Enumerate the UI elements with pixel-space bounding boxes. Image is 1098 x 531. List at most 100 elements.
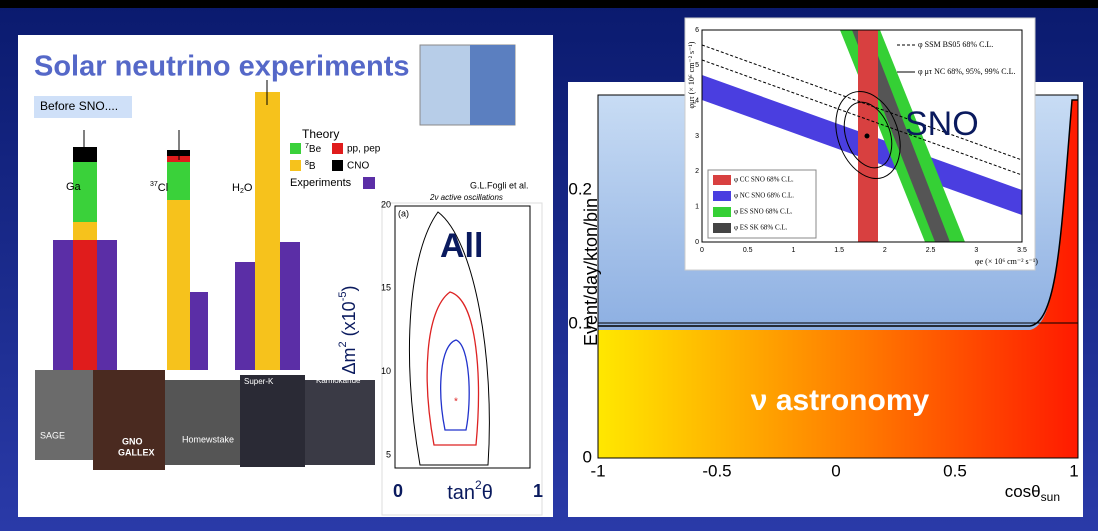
tspan: (x10 [339,301,359,341]
photo-label: Homewstake [182,434,234,444]
page: { "left_panel": { "title": "Solar neutri… [0,0,1098,531]
inset-xtick: 0.5 [743,247,753,254]
credit: G.L.Fogli et al. [470,180,529,190]
x-tick-label: 0 [831,461,840,480]
legend-entry: φ ES SNO 68% C.L. [734,208,793,216]
rect [280,242,300,370]
subtitle: Before SNO.... [40,99,118,113]
slide: Solar neutrino experiments Before SNO...… [0,0,1098,531]
tspan: sun [1041,490,1060,504]
tspan: cosθ [1005,482,1041,501]
inset-xtick: 3.5 [1017,247,1027,254]
inset-xtick: 3 [974,247,978,254]
inset-xlabel: φe (× 10⁶ cm⁻² s⁻¹) [975,257,1038,266]
inset-xtick: 0 [700,247,704,254]
legend-pp: pp, pep [347,144,381,155]
contour-xtick: 0 [393,481,403,501]
legend-entry: φ CC SNO 68% C.L. [734,176,794,184]
tspan: O [244,182,253,194]
tag-all: All [440,227,483,265]
tspan: Cl [158,182,168,194]
inset-ytick: 6 [695,27,699,34]
photo-label: SAGE [40,430,65,440]
inset-line: φ μτ NC 68%, 95%, 99% C.L. [918,67,1015,76]
contour-ytick: 10 [381,366,391,376]
rect [97,240,117,370]
legend-swatch [713,175,731,185]
best-fit: * [454,397,458,408]
x-tick-label: 1 [1069,461,1078,480]
inset-ytick: 0 [695,239,699,246]
panel-label: (a) [398,208,409,218]
rect [255,92,280,370]
rect [35,370,93,460]
inset-xtick: 1 [791,247,795,254]
tspan: H [232,182,240,194]
rect [290,143,301,154]
tspan: Δm [339,347,359,374]
photo-label: GNO [122,436,143,446]
photo-label: Super-K [244,377,274,386]
inset-ytick: 1 [695,204,699,211]
tspan: B [309,161,316,172]
inset-xtick: 2 [883,247,887,254]
y-tick-label: 0.2 [568,179,592,198]
contour-ytick: 5 [386,449,391,459]
rect [53,240,73,370]
rect [305,380,375,465]
tspan: tan [447,482,475,504]
legend-entry: φ ES SK 68% C.L. [734,224,788,232]
legend-cno: CNO [347,161,369,172]
inset-line: φ SSM BS05 68% C.L. [918,40,993,49]
rect [165,380,240,465]
x-tick-label: 0.5 [943,461,967,480]
contour-ytick: 15 [381,283,391,293]
rect [332,143,343,154]
tag-astronomy: ν astronomy [751,384,930,417]
legend-swatch [713,207,731,217]
rect [73,222,97,240]
contour-xtick: 1 [533,481,543,501]
inset-ytick: 2 [695,168,699,175]
tag-sno: SNO [905,105,979,143]
x-tick-label: -1 [590,461,605,480]
rect [73,147,97,162]
inset-ylabel: φμτ (× 10⁶ cm⁻² s⁻¹) [687,41,696,108]
rect [363,177,375,189]
rect [240,375,305,467]
tspan: θ [482,482,493,504]
border [0,0,1098,8]
contour-ytick: 20 [381,199,391,209]
photo-label: GALLEX [118,447,155,457]
rect [235,262,255,370]
rect [167,162,190,200]
tspan: ) [339,286,359,292]
rect [470,45,515,125]
rect [332,160,343,171]
tspan: Be [309,144,322,155]
rect [190,292,208,370]
left-panel: Solar neutrino experiments Before SNO...… [18,35,553,517]
sno-inset: φ SSM BS05 68% C.L. φ μτ NC 68%, 95%, 99… [685,18,1038,270]
rect [73,240,97,370]
title: Solar neutrino experiments [34,51,410,83]
inset-xtick: 2.5 [926,247,936,254]
inset-ytick: 3 [695,133,699,140]
best-fit [865,134,870,139]
label-ga: Ga [66,181,82,193]
tspan: 37 [150,181,158,188]
legend-swatch [713,191,731,201]
legend-experiments: Experiments [290,177,352,189]
y-axis-label: Event/day/kton/bin [581,198,601,346]
legend-theory: Theory [302,127,339,141]
photo-label: Kamiokande [316,376,361,385]
inset-xtick: 1.5 [834,247,844,254]
tspan: -5 [337,292,349,302]
rect [167,200,190,370]
legend-swatch [713,223,731,233]
rect [290,160,301,171]
legend-entry: φ NC SNO 68% C.L. [734,192,794,200]
contour-xlabel: tan2θ [447,478,493,504]
x-tick-label: -0.5 [702,461,731,480]
credit-note: 2ν active oscillations [429,193,503,202]
